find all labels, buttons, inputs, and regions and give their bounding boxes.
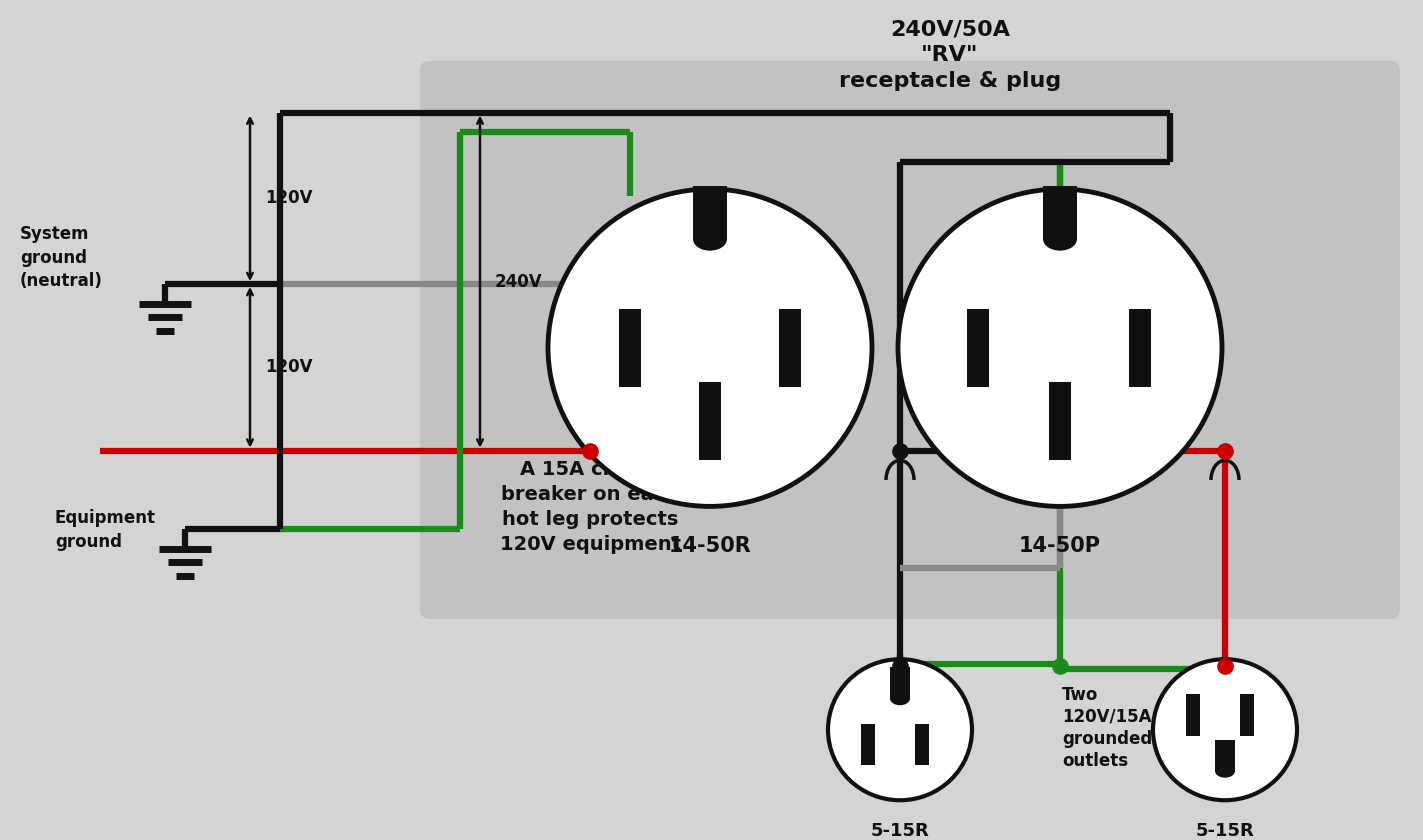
- Bar: [699, 382, 721, 460]
- Ellipse shape: [889, 691, 909, 706]
- FancyBboxPatch shape: [420, 60, 1400, 619]
- Text: 120V: 120V: [265, 359, 313, 376]
- Bar: [968, 308, 989, 387]
- Text: Y: Y: [1136, 404, 1146, 418]
- Text: System
ground
(neutral): System ground (neutral): [20, 225, 102, 291]
- Bar: [1043, 186, 1077, 239]
- Bar: [619, 308, 640, 387]
- Text: W: W: [731, 424, 747, 438]
- Text: 5-15R: 5-15R: [1195, 822, 1255, 840]
- Text: 240V: 240V: [495, 273, 542, 291]
- Text: 14-50R: 14-50R: [669, 536, 751, 556]
- Text: G: G: [1239, 754, 1248, 764]
- Ellipse shape: [1043, 228, 1077, 250]
- Circle shape: [898, 189, 1222, 507]
- Text: X: X: [784, 404, 795, 418]
- Bar: [778, 308, 801, 387]
- Circle shape: [828, 659, 972, 801]
- Text: X: X: [844, 743, 852, 753]
- Text: X: X: [973, 404, 983, 418]
- Text: A 15A circuit
breaker on each
hot leg protects
120V equipment: A 15A circuit breaker on each hot leg pr…: [499, 460, 680, 554]
- Ellipse shape: [1215, 764, 1235, 778]
- Bar: [693, 186, 727, 239]
- Text: W: W: [936, 743, 948, 753]
- Bar: [889, 667, 909, 698]
- Text: G: G: [731, 208, 743, 223]
- Circle shape: [1153, 659, 1296, 801]
- Text: Equipment
ground: Equipment ground: [55, 509, 157, 551]
- Text: X: X: [1262, 713, 1271, 723]
- Text: 120V: 120V: [265, 189, 313, 207]
- Text: 240V/50A
"RV"
receptacle & plug: 240V/50A "RV" receptacle & plug: [840, 19, 1062, 91]
- Text: G: G: [1081, 208, 1093, 223]
- Bar: [861, 724, 875, 765]
- Ellipse shape: [693, 228, 727, 250]
- Text: Two
120V/15A
grounded
outlets: Two 120V/15A grounded outlets: [1062, 685, 1153, 770]
- Text: 5-15R: 5-15R: [871, 822, 929, 840]
- Bar: [1215, 739, 1235, 771]
- Circle shape: [548, 189, 872, 507]
- Text: W: W: [1027, 424, 1043, 438]
- Bar: [1185, 695, 1200, 736]
- Bar: [1128, 308, 1151, 387]
- Bar: [1049, 382, 1072, 460]
- Text: W: W: [1167, 713, 1180, 723]
- Bar: [1239, 695, 1254, 736]
- Bar: [915, 724, 929, 765]
- Text: Y: Y: [625, 404, 635, 418]
- Text: G: G: [914, 681, 924, 691]
- Text: 14-50P: 14-50P: [1019, 536, 1101, 556]
